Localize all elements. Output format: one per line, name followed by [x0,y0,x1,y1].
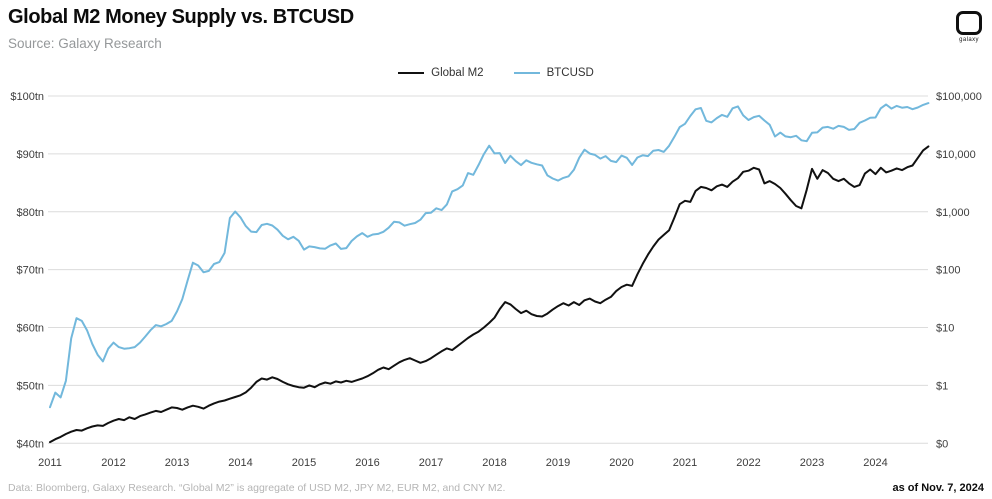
x-axis-tick-label: 2023 [800,457,824,469]
x-axis-tick-label: 2011 [38,457,62,469]
as-of-date: as of Nov. 7, 2024 [892,482,984,494]
x-axis-tick-label: 2014 [228,457,252,469]
left-axis-tick-label: $80tn [16,207,44,219]
right-axis-tick-label: $1 [936,380,948,392]
x-axis-tick-label: 2016 [355,457,379,469]
right-axis-tick-label: $0 [936,438,948,450]
x-axis-tick-label: 2013 [165,457,189,469]
legend-item-btcusd[interactable]: BTCUSD [513,67,594,79]
x-axis-tick-label: 2024 [863,457,887,469]
legend-item-global-m2[interactable]: Global M2 [398,67,484,79]
x-axis-tick-label: 2012 [101,457,125,469]
data-note: Data: Bloomberg, Galaxy Research. “Globa… [8,482,506,494]
right-axis-tick-label: $1,000 [936,207,970,219]
x-axis-tick-label: 2020 [609,457,633,469]
series-line-global-m2 [49,145,930,444]
x-axis-tick-label: 2017 [419,457,443,469]
legend-label-global-m2: Global M2 [431,67,484,79]
right-axis-tick-label: $10 [936,323,954,335]
chart-source: Source: Galaxy Research [8,36,162,51]
x-axis-tick-label: 2018 [482,457,506,469]
left-axis-tick-label: $90tn [16,149,44,161]
btcusd-line-swatch [513,72,540,74]
chart-footer: Data: Bloomberg, Galaxy Research. “Globa… [8,482,984,494]
left-axis-tick-label: $50tn [16,380,44,392]
left-axis-tick-label: $40tn [16,438,44,450]
series-line-btcusd [49,102,930,409]
left-axis-tick-label: $60tn [16,323,44,335]
page-title: Global M2 Money Supply vs. BTCUSD [8,6,354,28]
x-axis-tick-label: 2019 [546,457,570,469]
x-axis-tick-label: 2015 [292,457,316,469]
right-axis-tick-label: $100 [936,265,960,277]
galaxy-logo: galaxy [952,11,986,43]
galaxy-wordmark: galaxy [959,37,979,43]
legend-label-btcusd: BTCUSD [546,67,594,79]
right-axis-tick-label: $100,000 [936,91,982,103]
chart-legend: Global M2 BTCUSD [0,67,992,79]
right-axis-tick-label: $10,000 [936,149,976,161]
left-axis-tick-label: $70tn [16,265,44,277]
global-m2-line-swatch [398,72,425,74]
galaxy-logo-icon [956,11,982,35]
left-axis-tick-label: $100tn [10,91,44,103]
x-axis-tick-label: 2021 [673,457,697,469]
x-axis-tick-label: 2022 [736,457,760,469]
